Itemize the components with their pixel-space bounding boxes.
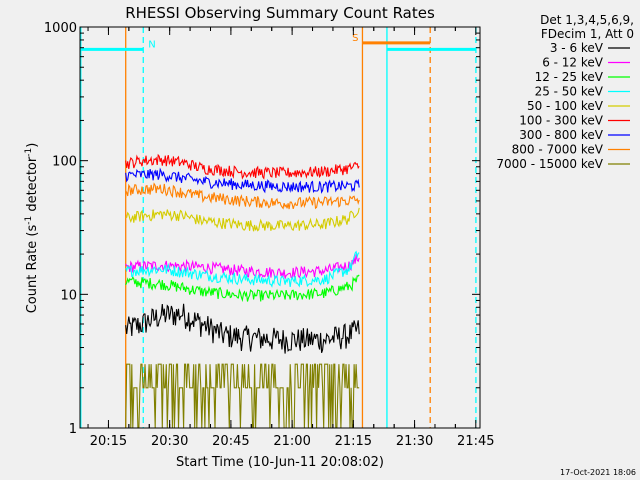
series-line-3-6-kev [125,303,360,354]
data-series [125,153,360,429]
legend-label-800-7000-kev: 800 - 7000 keV [512,143,604,157]
series-line-300-800-kev [125,167,360,194]
legend: Det 1,3,4,5,6,9, FDecim 1, Att 0 3 - 6 k… [496,13,634,171]
flag-label-n: N [148,39,155,50]
chart-title: RHESSI Observing Summary Count Rates [125,4,435,22]
legend-label-12-25-kev: 12 - 25 keV [535,70,604,84]
y-tick-label-1: 1 [69,422,77,437]
legend-label-3-6-kev: 3 - 6 keV [550,41,604,55]
legend-label-6-12-kev: 6 - 12 keV [542,56,604,70]
y-label-sup1: -1 [24,216,34,225]
legend-header-line2: FDecim 1, Att 0 [541,27,634,41]
legend-label-100-300-kev: 100 - 300 keV [519,114,603,128]
series-line-800-7000-kev [125,182,360,210]
x-tick-label-20-30: 20:30 [151,434,188,449]
legend-label-300-800-kev: 300 - 800 keV [519,128,603,142]
legend-label-50-100-kev: 50 - 100 keV [527,99,604,113]
legend-label-25-50-kev: 25 - 50 keV [535,85,604,99]
vertical-markers [80,27,477,428]
legend-label-7000-15000-kev: 7000 - 15000 keV [496,157,603,171]
x-axis-ticks: 20:15 20:30 20:45 21:00 21:15 21:30 21:45 [87,27,495,449]
y-axis-ticks: 1 10 100 1000 [44,21,480,437]
y-tick-label-100: 100 [52,155,77,170]
x-tick-label-21-15: 21:15 [335,434,372,449]
legend-header-line1: Det 1,3,4,5,6,9, [540,13,634,27]
flag-markers: NS [80,33,476,51]
series-line-7000-15000-kev [125,363,360,429]
y-axis-label: Count Rate (s-1 detector-1) [24,143,40,314]
plot-frame [79,26,481,429]
flag-label-s: S [352,33,358,44]
x-tick-label-20-15: 20:15 [90,434,127,449]
x-tick-label-20-45: 20:45 [212,434,249,449]
y-label-mid: detector [25,156,40,216]
series-line-12-25-kev [125,274,360,303]
x-axis-label: Start Time (10-Jun-11 20:08:02) [176,455,384,470]
series-line-25-50-kev [125,250,360,288]
series-line-50-100-kev [125,207,360,232]
footer-date: 17-Oct-2021 18:06 [560,468,636,477]
y-tick-label-1000: 1000 [44,21,77,36]
x-tick-label-21-30: 21:30 [396,434,433,449]
y-label-sup2: -1 [24,148,34,157]
y-label-end: ) [25,143,40,148]
x-tick-label-21-00: 21:00 [273,434,310,449]
series-line-100-300-kev [125,153,360,180]
plot-area: NS 20:15 20:30 20:45 21:00 21:15 21:30 21:45 1… [44,21,495,449]
y-label-main: Count Rate (s [25,225,40,314]
x-tick-label-21-45: 21:45 [457,434,494,449]
y-tick-label-10: 10 [60,288,77,303]
